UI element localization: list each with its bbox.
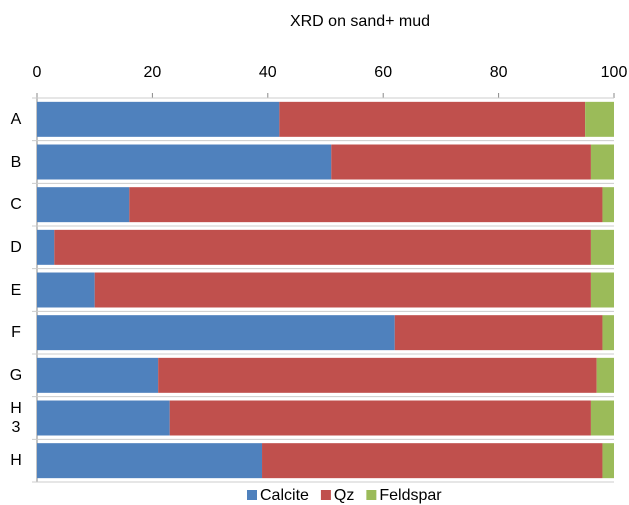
bar-segment [331,144,591,180]
bar-segment [37,357,159,393]
y-tick-label: D [10,238,22,256]
bar-segment [37,315,395,351]
bar-segment [590,272,614,308]
bar-segment [590,144,614,180]
bar-segment [279,101,586,137]
bar-segment [590,229,614,265]
bar-segment [129,187,603,223]
x-tick-label: 100 [601,64,628,81]
bar-segment [602,315,614,351]
chart-title: XRD on sand+ mud [290,13,430,30]
legend-label: Qz [334,487,354,504]
bar-segment [37,187,130,223]
y-tick-label: H 3 [10,400,22,436]
y-tick-label: F [11,324,21,342]
bar-segment [37,400,170,436]
bar-segment [54,229,591,265]
bar-segment [590,400,614,436]
legend-label: Feldspar [379,487,442,504]
legend-swatch [320,490,331,500]
bar-segment [596,357,614,393]
legend-swatch [366,490,377,500]
y-tick-label: A [10,110,22,128]
bar-segment [37,144,332,180]
y-tick-label: H [10,452,22,470]
y-tick-label: G [9,366,23,384]
bar-segment [262,443,603,479]
x-tick-label: 40 [259,64,277,81]
x-tick-label: 20 [144,64,162,81]
legend-label: Calcite [260,487,309,504]
y-tick-label: E [10,281,22,299]
x-tick-label: 0 [33,64,42,81]
legend-swatch [247,490,257,500]
bar-segment [37,272,95,308]
bar-segment [158,357,597,393]
y-tick-label: C [10,196,22,214]
bar-segment [602,187,614,223]
bar-segment [394,315,603,351]
bar-segment [37,443,263,479]
bar-segment [169,400,591,436]
bar-segment [585,101,614,137]
y-tick-label: B [10,153,22,171]
bar-segment [37,101,280,137]
bar-segment [37,229,55,265]
bar-segment [94,272,591,308]
bar-segment [602,443,614,479]
x-tick-label: 60 [374,64,392,81]
x-tick-label: 80 [490,64,508,81]
